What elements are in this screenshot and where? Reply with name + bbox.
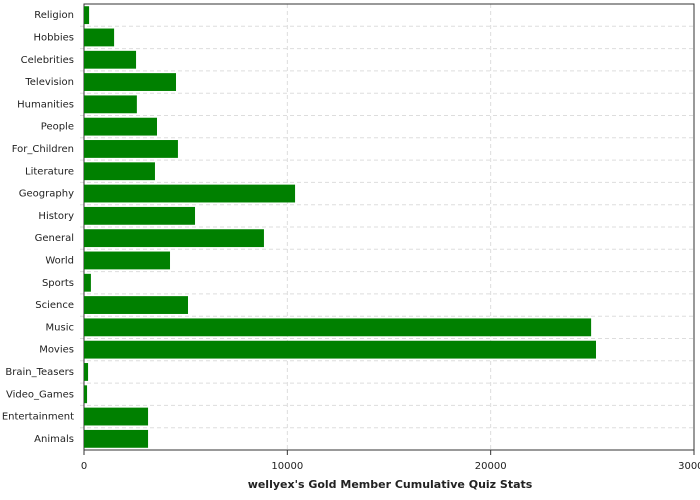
bar: [84, 95, 137, 114]
bar: [84, 73, 177, 91]
bar: [84, 340, 596, 359]
bar: [84, 206, 196, 225]
y-tick-label: General: [35, 233, 74, 244]
y-tick-label: Religion: [34, 10, 74, 21]
y-tick-label: Movies: [39, 345, 74, 356]
bar: [84, 229, 264, 248]
bar: [84, 6, 90, 25]
bar: [84, 363, 89, 381]
bar: [84, 50, 137, 69]
bar: [84, 117, 157, 136]
y-tick-label: Celebrities: [21, 55, 74, 66]
bar: [84, 28, 115, 47]
bar: [84, 385, 88, 404]
y-tick-label: Humanities: [17, 99, 74, 110]
bar: [84, 251, 171, 270]
bar: [84, 162, 155, 181]
y-tick-label: World: [45, 255, 74, 266]
bar: [84, 296, 189, 314]
y-tick-label: Science: [35, 300, 74, 311]
bar: [84, 318, 592, 337]
y-tick-label: Literature: [25, 166, 74, 177]
x-tick-label: 20000: [475, 461, 507, 472]
y-tick-label: People: [41, 122, 74, 133]
bar: [84, 273, 91, 292]
x-tick-label: 0: [81, 461, 87, 472]
chart-title: wellyex's Gold Member Cumulative Quiz St…: [248, 478, 533, 491]
y-tick-label: Video_Games: [6, 389, 74, 400]
x-tick-label: 10000: [271, 461, 303, 472]
y-tick-label: Animals: [34, 434, 74, 445]
y-tick-label: History: [38, 211, 74, 222]
y-tick-label: Geography: [19, 189, 74, 200]
y-tick-label: Television: [24, 77, 74, 88]
y-tick-label: Hobbies: [34, 32, 74, 43]
y-tick-label: Sports: [42, 278, 74, 289]
y-tick-label: For_Children: [12, 144, 74, 155]
y-tick-label: Entertainment: [2, 412, 74, 423]
bar: [84, 429, 149, 448]
bar: [84, 184, 296, 203]
y-tick-label: Music: [46, 322, 74, 333]
bar: [84, 140, 178, 158]
plot-frame: [83, 3, 695, 451]
bar: [84, 407, 149, 426]
y-tick-label: Brain_Teasers: [5, 367, 74, 378]
x-tick-label: 30000: [678, 461, 700, 472]
